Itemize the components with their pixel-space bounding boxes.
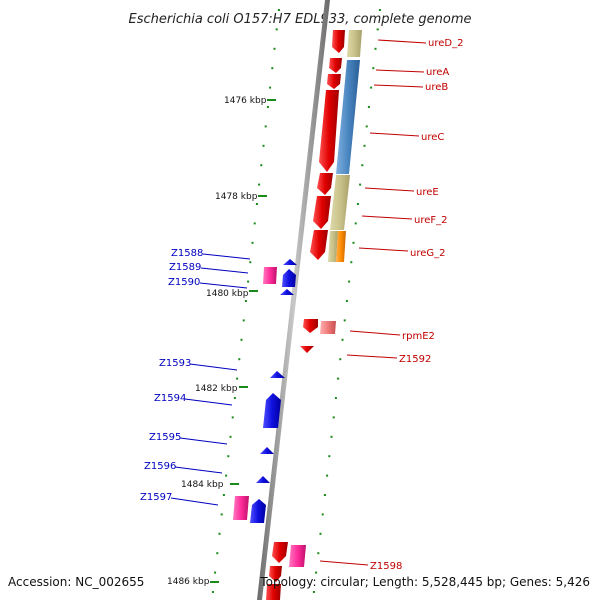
leader-line [349,330,401,336]
gene-ureB-arrow [327,74,341,89]
scale-ticks: 1476 kbp 1478 kbp 1480 kbp 1482 kbp 1484… [167,96,276,587]
topology-text: Topology: circular; Length: 5,528,445 bp… [259,575,590,589]
gene-label-ureD_2: ureD_2 [428,38,463,49]
gene-Z1596-arrow [256,476,270,483]
gene-label-ureC: ureC [421,132,444,143]
tick-label: 1478 kbp [215,192,258,202]
band-Z1598 [289,545,306,567]
leader-line [375,69,425,73]
gene-ureF_2-arrow [313,196,331,229]
gene-product-bands [289,30,362,567]
gene-label-ureF_2: ureF_2 [414,215,448,226]
tick-label: 1484 kbp [181,480,224,490]
gene-label-Z1589: Z1589 [169,262,201,273]
gene-Z1598-arrow [272,542,288,563]
leader-line [200,267,249,274]
gene-Z1597-rna [233,496,249,520]
gene-label-ureE: ureE [416,187,439,198]
gene-Z1592-arrow [300,346,314,353]
gene-label-Z1590: Z1590 [168,277,200,288]
gene-label-Z1597: Z1597 [140,492,172,503]
genome-title: Escherichia coli O157:H7 EDL933, complet… [129,12,472,27]
gene-ureG_2-arrow [310,230,328,260]
leader-line [189,363,238,371]
gene-next2-arrow [266,584,281,600]
gene-label-ureG_2: ureG_2 [410,248,446,259]
band-ureG-orange [336,231,346,262]
leader-line [358,247,409,252]
leader-line [319,560,369,566]
band-ureABC [336,60,360,174]
band-ureD_2 [347,30,362,57]
leader-line [199,282,248,289]
gene-Z1589-rna [263,267,277,284]
gene-ureD_2-arrow [332,30,345,53]
leader-line [179,437,228,445]
gene-Z1597-arrow [250,499,266,523]
band-ureG-khaki [328,231,338,262]
gene-ureE-arrow [317,173,333,195]
left-gene-labels: Z1588 Z1589 Z1590 Z1593 Z1594 Z1595 Z159… [140,248,251,506]
gene-label-Z1594: Z1594 [154,393,186,404]
gene-label-Z1592: Z1592 [399,354,431,365]
gene-label-rpmE2: rpmE2 [402,331,435,342]
tick-label: 1476 kbp [224,96,267,106]
gene-label-ureA: ureA [426,67,449,78]
leader-line [184,398,233,406]
gene-label-Z1588: Z1588 [171,248,203,259]
gene-ureA-arrow [329,58,342,73]
tick-label: 1482 kbp [195,384,238,394]
tick-label: 1486 kbp [167,577,210,587]
band-ureEF [330,175,350,230]
leader-line [377,39,427,44]
leader-line [202,253,251,260]
leader-line [170,497,219,506]
gene-label-ureB: ureB [425,82,448,93]
gene-arrows [233,30,345,600]
band-rpmE2 [320,321,336,334]
gene-rpmE2-arrow [303,319,318,333]
leader-line [364,187,415,192]
gene-next-arrow [269,566,282,582]
leader-line [361,215,413,220]
gene-label-Z1598: Z1598 [370,561,402,572]
gene-Z1595-arrow [260,447,274,454]
leader-line [369,132,420,137]
scale-dots [211,9,381,593]
tick-label: 1480 kbp [206,289,249,299]
gene-Z1594-arrow [263,393,281,428]
gene-Z1590-arrow [280,289,294,295]
gene-label-Z1595: Z1595 [149,432,181,443]
genome-backbone [257,0,330,600]
right-gene-labels: ureD_2 ureA ureB ureC ureE ureF_2 ureG_2… [319,38,463,572]
leader-line [373,84,424,88]
gene-label-Z1596: Z1596 [144,461,176,472]
leader-line [346,354,398,359]
gene-label-Z1593: Z1593 [159,358,191,369]
gene-Z1593-arrow [270,371,285,378]
gene-ureC-arrow [319,90,339,172]
leader-line [174,466,223,474]
gene-Z1588-arrow [283,259,297,265]
gene-Z1589-arrow [282,269,296,287]
accession-text: Accession: NC_002655 [8,575,144,589]
